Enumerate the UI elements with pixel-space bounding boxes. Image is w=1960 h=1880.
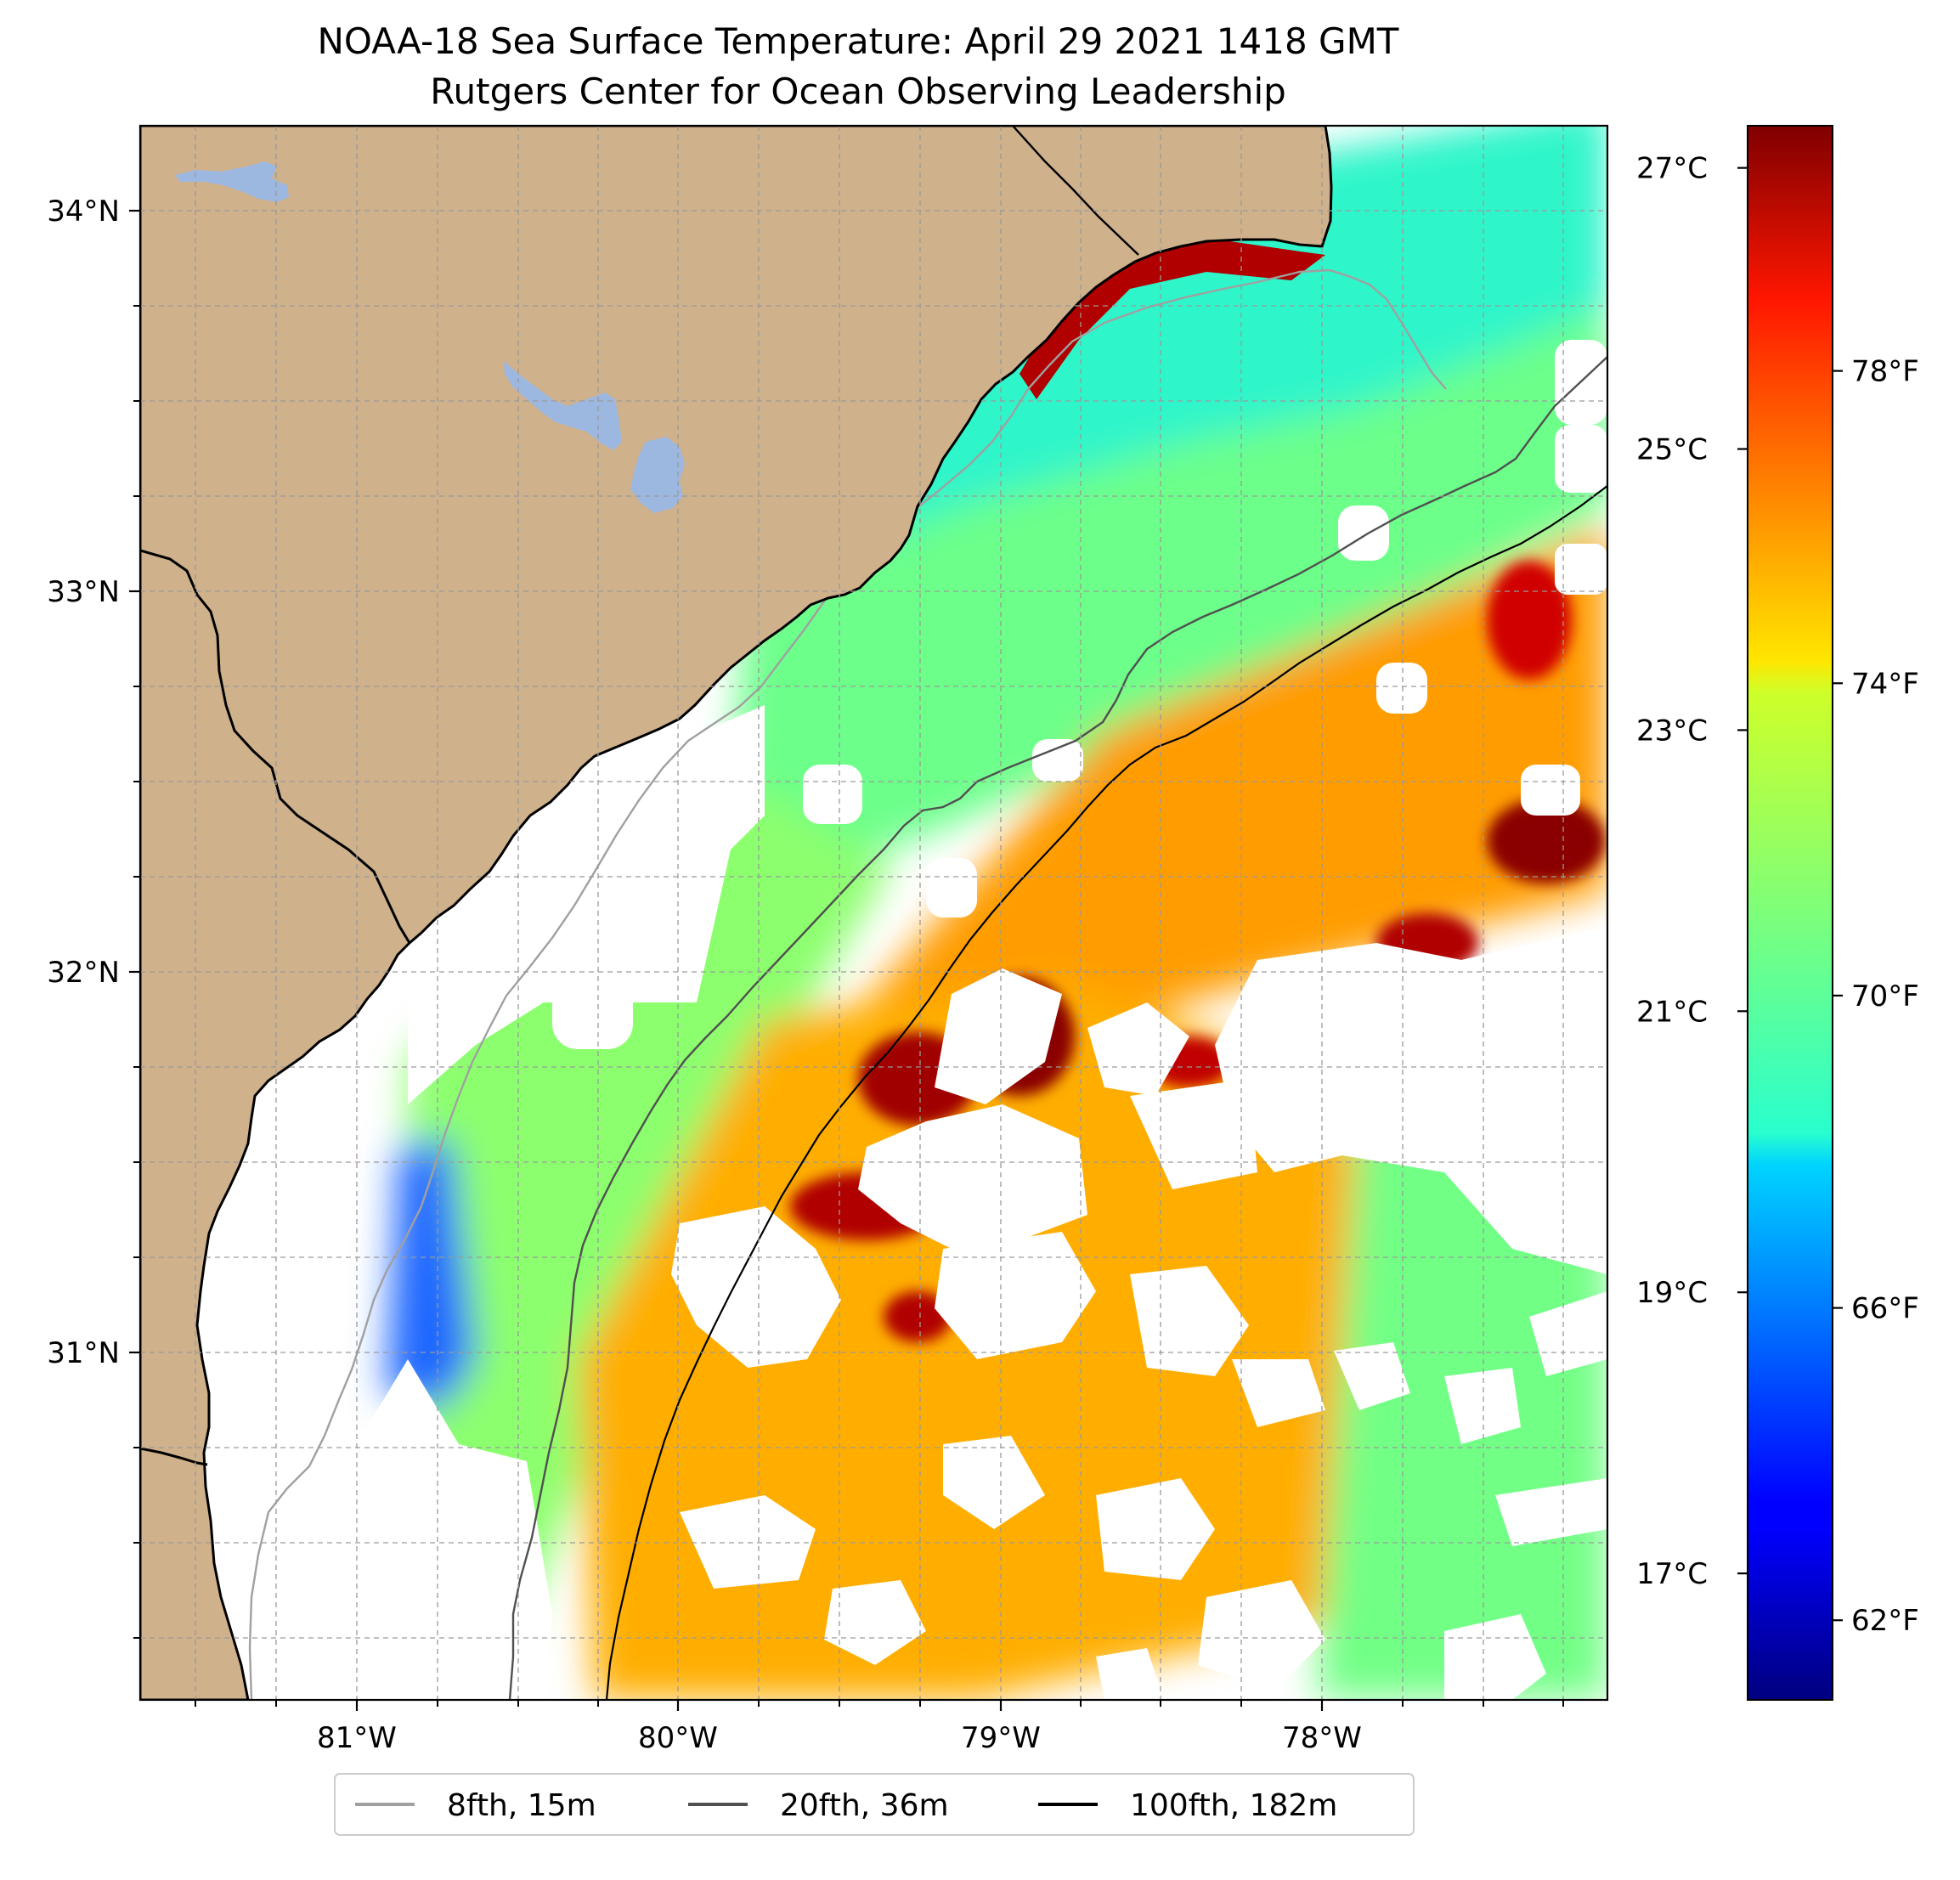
colorbar-gradient: [1747, 125, 1833, 1701]
gridlines: [140, 126, 1607, 1700]
colorbar: 27°C 25°C 23°C 21°C 19°C 17°C 78°F 74°F 70°F 66°…: [1636, 125, 1919, 1701]
lon-tick-80w: 80°W: [638, 1700, 718, 1755]
fahrenheit-ticks: 78°F 74°F 70°F 66°F 62°F: [1833, 355, 1919, 1638]
lat-tick-32n: 32°N: [47, 956, 140, 990]
legend-label: 8fth, 15m: [447, 1788, 596, 1823]
sst-core-7: [1487, 561, 1572, 680]
title-line-1: NOAA-18 Sea Surface Temperature: April 2…: [318, 20, 1399, 62]
lat-minor-ticks: [133, 305, 140, 1639]
sst-band-green: [722, 306, 1607, 900]
fahrenheit-tick-label: 74°F: [1851, 667, 1919, 701]
state-border-ga-fl: [140, 1447, 208, 1466]
lat-tick-31n: 31°N: [47, 1336, 140, 1370]
lon-tick-79w: 79°W: [961, 1700, 1041, 1755]
celsius-tick-label: 19°C: [1636, 1276, 1708, 1310]
map-panel: [140, 126, 1607, 1700]
fahrenheit-tick-label: 62°F: [1851, 1604, 1919, 1638]
legend-entry-8fth: 8fth, 15m: [355, 1788, 596, 1823]
celsius-ticks: 27°C 25°C 23°C 21°C 19°C 17°C: [1636, 152, 1748, 1591]
lat-tick-label: 33°N: [47, 575, 120, 609]
contour-20fth-36m: [508, 356, 1607, 1700]
lon-minor-ticks: [195, 1700, 1564, 1707]
lon-tick-label: 79°W: [961, 1721, 1041, 1755]
fahrenheit-tick-label: 66°F: [1851, 1292, 1919, 1326]
lake-north: [175, 161, 289, 202]
map-frame: [138, 124, 1609, 1702]
celsius-tick-label: 27°C: [1636, 152, 1708, 186]
lat-axis: 34°N 33°N 32°N 31°N: [47, 195, 140, 1639]
sst-core-4: [1487, 799, 1606, 884]
legend-frame: [334, 1773, 1415, 1836]
state-border-nc-sc: [1012, 126, 1139, 256]
bathymetry-legend: 8fth, 15m 20fth, 36m 100fth, 182m: [334, 1773, 1415, 1836]
sst-cool-blue: [387, 1138, 476, 1410]
lake-marion: [504, 361, 622, 450]
fahrenheit-tick-label: 70°F: [1851, 980, 1919, 1013]
lat-tick-label: 31°N: [47, 1336, 120, 1370]
lon-tick-81w: 81°W: [317, 1700, 397, 1755]
legend-entry-100fth: 100fth, 182m: [1038, 1788, 1337, 1823]
lon-tick-label: 78°W: [1282, 1721, 1362, 1755]
lake-moultrie: [630, 437, 685, 513]
lon-tick-78w: 78°W: [1282, 1700, 1362, 1755]
lat-tick-34n: 34°N: [47, 195, 140, 229]
celsius-tick-label: 23°C: [1636, 714, 1708, 748]
lon-axis: 81°W 80°W 79°W 78°W: [195, 1700, 1564, 1755]
contour-100fth-182m: [605, 485, 1607, 1700]
title-line-2: Rutgers Center for Ocean Observing Leade…: [430, 71, 1286, 112]
fahrenheit-tick-label: 78°F: [1851, 355, 1919, 389]
state-border-sc-ga: [140, 549, 411, 944]
contour-8fth-15m: [248, 268, 1447, 1700]
sst-core-8: [884, 1291, 952, 1342]
legend-entry-20fth: 20fth, 36m: [688, 1788, 949, 1823]
legend-label: 100fth, 182m: [1130, 1788, 1337, 1823]
lat-tick-label: 34°N: [47, 195, 120, 229]
lon-tick-label: 81°W: [317, 1721, 397, 1755]
lat-tick-label: 32°N: [47, 956, 120, 990]
lat-tick-33n: 33°N: [47, 575, 140, 609]
celsius-tick-label: 21°C: [1636, 995, 1708, 1029]
legend-label: 20fth, 36m: [780, 1788, 949, 1823]
lon-tick-label: 80°W: [638, 1721, 718, 1755]
celsius-tick-label: 25°C: [1636, 433, 1708, 467]
celsius-tick-label: 17°C: [1636, 1557, 1708, 1591]
